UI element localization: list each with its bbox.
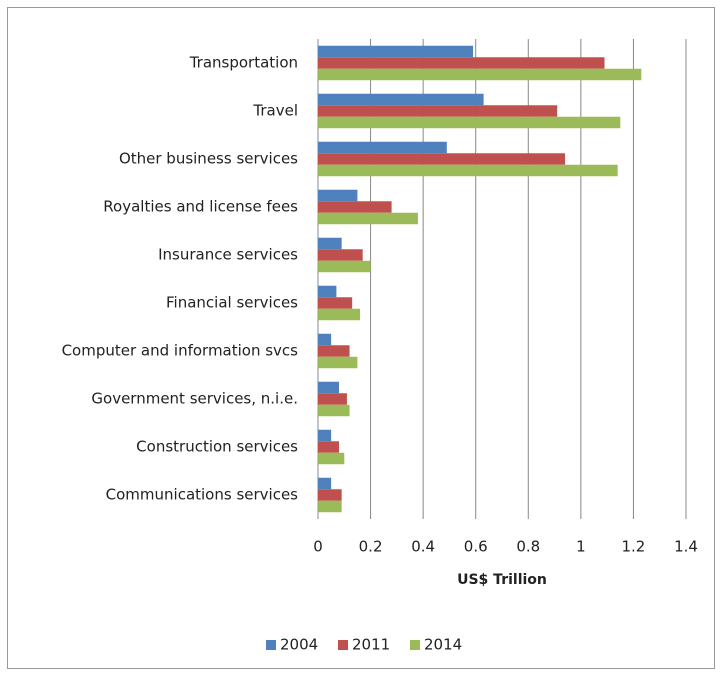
y-tick-label: Travel — [252, 102, 298, 120]
x-tick-label: 0.6 — [464, 538, 488, 556]
bar — [318, 249, 363, 261]
bar — [318, 141, 447, 154]
y-tick-label: Communications services — [106, 486, 299, 504]
legend-swatch — [410, 640, 420, 650]
legend-swatch — [266, 640, 276, 650]
bar — [318, 237, 342, 250]
y-tick-label: Computer and information svcs — [62, 342, 299, 360]
bar — [318, 500, 342, 513]
y-tick-label: Transportation — [189, 54, 298, 72]
bar — [318, 164, 618, 177]
y-tick-label: Other business services — [119, 150, 298, 168]
bar — [318, 68, 642, 81]
bar — [318, 57, 605, 69]
y-tick-label: Royalties and license fees — [103, 198, 298, 216]
bar — [318, 333, 332, 346]
x-tick-label: 1.2 — [621, 538, 645, 556]
bar — [318, 189, 358, 202]
y-tick-label: Financial services — [166, 294, 298, 312]
legend-label: 2004 — [280, 636, 318, 654]
x-axis-title: US$ Trillion — [457, 572, 547, 588]
bar — [318, 308, 361, 321]
bar — [318, 93, 484, 106]
y-tick-label: Government services, n.i.e. — [91, 390, 298, 408]
legend-swatch — [338, 640, 348, 650]
bar — [318, 477, 332, 490]
x-tick-label: 0 — [313, 538, 323, 556]
x-tick-label: 0.2 — [359, 538, 383, 556]
bar — [318, 452, 345, 465]
x-tick-label: 0.8 — [516, 538, 540, 556]
bar — [318, 404, 350, 417]
legend-label: 2014 — [424, 636, 462, 654]
bar — [318, 260, 371, 273]
bar — [318, 441, 340, 453]
bar — [318, 489, 342, 501]
x-tick-label: 0.4 — [411, 538, 435, 556]
legend-label: 2011 — [352, 636, 390, 654]
bar — [318, 393, 347, 405]
bar — [318, 116, 621, 129]
bar — [318, 297, 353, 309]
bar — [318, 381, 340, 394]
bar — [318, 429, 332, 442]
bar — [318, 356, 358, 369]
bar — [318, 105, 558, 117]
bar — [318, 153, 566, 165]
bar — [318, 345, 350, 357]
bar — [318, 201, 392, 213]
bar — [318, 212, 418, 225]
y-tick-label: Insurance services — [158, 246, 298, 264]
x-tick-label: 1.4 — [674, 538, 698, 556]
y-tick-label: Construction services — [136, 438, 298, 456]
x-tick-label: 1 — [576, 538, 586, 556]
bar — [318, 45, 474, 58]
bar — [318, 285, 337, 298]
